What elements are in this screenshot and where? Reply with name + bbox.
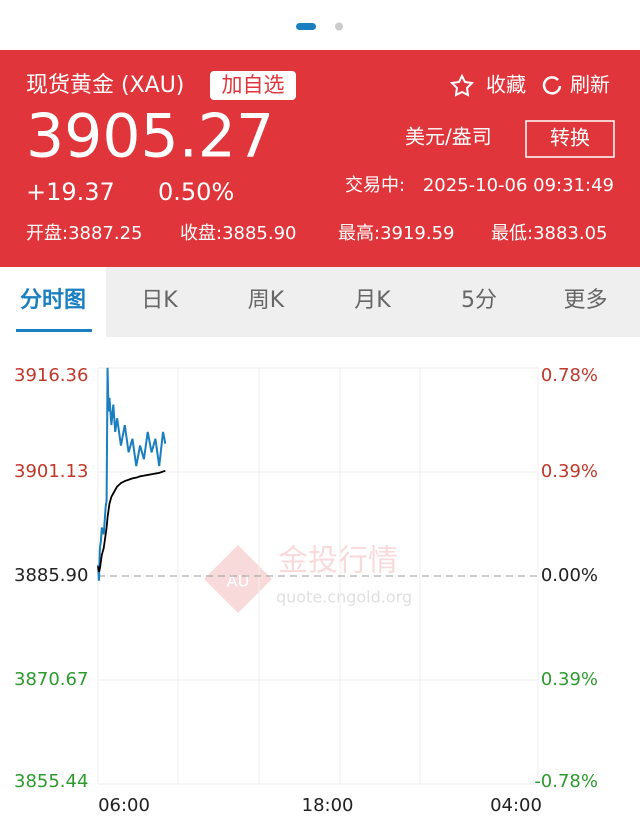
watermark-name: 金投行情 [278, 544, 398, 579]
y2-tick-label: 0.39% [541, 461, 598, 482]
y2-tick-label: 0.78% [541, 365, 598, 386]
y-tick-label: 3901.13 [14, 461, 88, 482]
refresh-icon[interactable] [542, 76, 562, 95]
tab-active-bg [0, 267, 106, 337]
convert-label[interactable]: 转换 [550, 126, 590, 150]
y-tick-label: 3855.44 [14, 771, 88, 792]
watermark-logo [204, 545, 272, 613]
page-dot-active [296, 23, 316, 30]
watermark-url: quote.cngold.org [276, 588, 412, 607]
favorite[interactable]: 收藏 [486, 73, 526, 97]
convert-button[interactable] [525, 120, 615, 158]
y2-tick-label: 0.39% [541, 669, 598, 690]
price: 3905.27 [26, 102, 274, 172]
title: 现货黄金 (XAU) [26, 73, 184, 98]
stat: 最高:3919.59 [338, 223, 455, 244]
tabs: 分时图 日K 周K 月K 5分 更多 [20, 288, 608, 313]
change-pct: 0.50% [158, 178, 234, 206]
x-tick-label: 04:00 [490, 795, 542, 816]
star-icon[interactable] [449, 73, 475, 97]
stat: 开盘:3887.25 [26, 223, 143, 244]
refresh[interactable]: 刷新 [570, 73, 610, 97]
add-button-label[interactable]: 加自选 [222, 73, 285, 97]
tab-underline [16, 329, 92, 332]
y-tick-label: 3870.67 [14, 669, 88, 690]
add-button[interactable] [210, 71, 296, 100]
y2-tick-label: -0.78% [534, 771, 598, 792]
status: 交易中: [345, 175, 405, 196]
y-tick-label: 3885.90 [14, 565, 88, 586]
stats: 开盘:3887.25 收盘:3885.90 最高:3919.59 最低:3883.05 [26, 223, 608, 244]
tab[interactable]: 分时图 [20, 288, 86, 313]
plot: 3916.36 3901.13 3885.90 3870.67 3855.44 0.78%… [14, 365, 598, 816]
price-line [97, 469, 166, 573]
change: +19.37 [26, 178, 115, 206]
tab-bar [0, 267, 640, 337]
price-line [97, 367, 167, 581]
tab[interactable]: 更多 [563, 288, 607, 313]
x-tick-label: 06:00 [98, 795, 150, 816]
page-dot [335, 22, 343, 31]
unit: 美元/盎司 [405, 125, 492, 149]
y2-tick-label: 0.00% [541, 565, 598, 586]
stat: 收盘:3885.90 [180, 223, 297, 244]
watermark: AU 金投行情 quote.cngold.org [204, 544, 412, 613]
tab[interactable]: 周K [248, 288, 285, 313]
tab[interactable]: 月K [354, 288, 391, 313]
y-tick-label: 3916.36 [14, 365, 88, 386]
header-bg [0, 50, 640, 267]
tab[interactable]: 日K [141, 288, 178, 313]
x-tick-label: 18:00 [302, 795, 354, 816]
watermark-logo-text: AU [227, 572, 250, 591]
timestamp: 2025-10-06 09:31:49 [423, 175, 614, 196]
stat: 最低:3883.05 [491, 223, 608, 244]
tab[interactable]: 5分 [461, 288, 497, 313]
